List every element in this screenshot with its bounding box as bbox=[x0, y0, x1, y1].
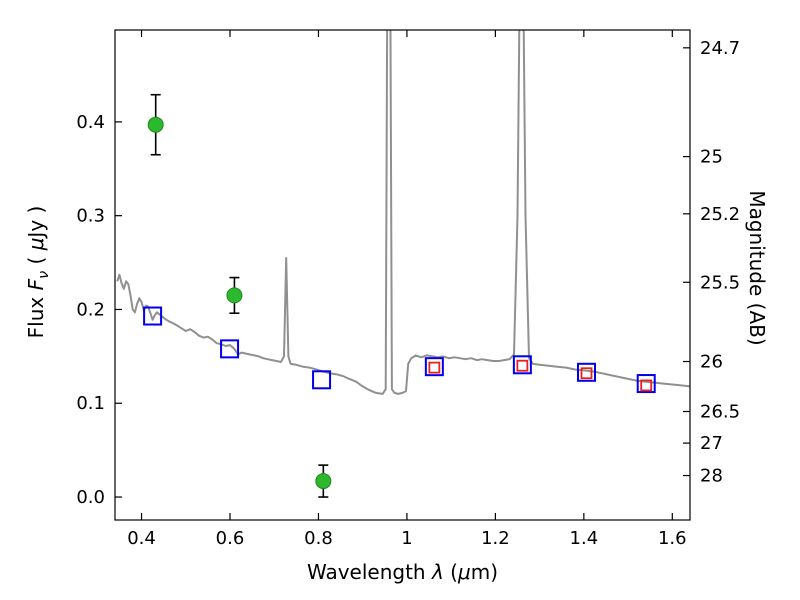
y-axis-label-left: Flux Fν ( μJy ) bbox=[24, 206, 52, 339]
y-tick-label: 0.3 bbox=[76, 206, 105, 227]
blue-quares-data-point bbox=[577, 362, 596, 382]
x-tick-label: 1.6 bbox=[658, 528, 687, 549]
y-tick-label: 0.0 bbox=[76, 487, 105, 508]
red-quares-data-point bbox=[428, 361, 441, 374]
blue-quares-data-point bbox=[424, 357, 444, 377]
flux-symbol: F bbox=[24, 278, 48, 291]
nu-subscript: ν bbox=[36, 270, 52, 279]
lambda-symbol: λ bbox=[431, 560, 444, 584]
y-tick-label: 0.2 bbox=[76, 299, 105, 320]
mag-tick-label: 26 bbox=[700, 352, 723, 373]
x-tick-label: 1 bbox=[401, 528, 412, 549]
x-tick-label: 0.6 bbox=[216, 528, 245, 549]
green-data-point bbox=[315, 473, 332, 490]
x-tick-label: 0.4 bbox=[127, 528, 156, 549]
model-spectrum-line bbox=[116, 30, 690, 395]
green-data-point bbox=[226, 287, 243, 304]
x-axis-label-text: Wavelength bbox=[306, 560, 432, 584]
mag-tick-label: 28 bbox=[700, 466, 723, 487]
photometry-blue-squares bbox=[143, 306, 656, 394]
mag-tick-label: 27 bbox=[700, 433, 723, 454]
x-axis-label-unit: m) bbox=[470, 560, 499, 584]
red-quares-data-point bbox=[580, 367, 593, 380]
red-quares-data-point bbox=[640, 379, 653, 392]
x-axis-label-paren: ( bbox=[443, 560, 458, 584]
y-axis-label-right: Magnitude (AB) bbox=[745, 190, 769, 346]
blue-quares-data-point bbox=[636, 374, 656, 394]
mag-tick-label: 25.2 bbox=[700, 204, 740, 225]
x-axis-ticks: 0.4 0.6 0.8 1 1.2 1.4 1.6 bbox=[127, 30, 687, 549]
flux-label-text: Flux bbox=[24, 290, 48, 339]
mu-jy-symbol: μ bbox=[24, 237, 48, 251]
blue-quares-data-point bbox=[143, 306, 163, 326]
flux-unit-paren: ( bbox=[24, 250, 48, 271]
green-photometry-points bbox=[147, 116, 332, 490]
red-quares-data-point bbox=[516, 359, 529, 372]
x-axis-label: Wavelength λ (μm) bbox=[115, 560, 690, 584]
flux-unit-text: Jy ) bbox=[24, 205, 48, 238]
green-data-point bbox=[147, 116, 164, 133]
x-tick-label: 0.8 bbox=[304, 528, 333, 549]
y-tick-label: 0.1 bbox=[76, 393, 105, 414]
y-axis-ticks-left: 0.0 0.1 0.2 0.3 0.4 bbox=[76, 112, 122, 508]
blue-quares-data-point bbox=[512, 355, 532, 375]
blue-quares-data-point bbox=[312, 370, 332, 390]
blue-quares-data-point bbox=[220, 339, 240, 359]
y-axis-ticks-right: 24.7 25 25.2 25.5 26 26.5 27 28 bbox=[683, 38, 740, 487]
y-tick-label: 0.4 bbox=[76, 112, 105, 133]
photometry-red-squares bbox=[428, 359, 653, 392]
mu-symbol: μ bbox=[457, 560, 471, 584]
mag-tick-label: 25 bbox=[700, 147, 723, 168]
mag-tick-label: 24.7 bbox=[700, 38, 740, 59]
mag-tick-label: 26.5 bbox=[700, 401, 740, 422]
mag-tick-label: 25.5 bbox=[700, 272, 740, 293]
x-tick-label: 1.2 bbox=[481, 528, 510, 549]
plot-frame bbox=[114, 29, 691, 521]
plot-area bbox=[116, 30, 690, 498]
x-tick-label: 1.4 bbox=[570, 528, 599, 549]
